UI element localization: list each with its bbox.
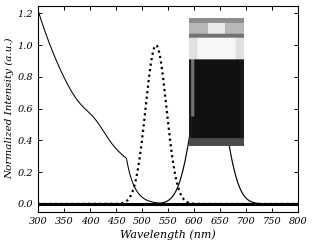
X-axis label: Wavelength (nm): Wavelength (nm) — [120, 230, 216, 240]
Y-axis label: Normalized Intensity (a.u.): Normalized Intensity (a.u.) — [6, 38, 15, 179]
